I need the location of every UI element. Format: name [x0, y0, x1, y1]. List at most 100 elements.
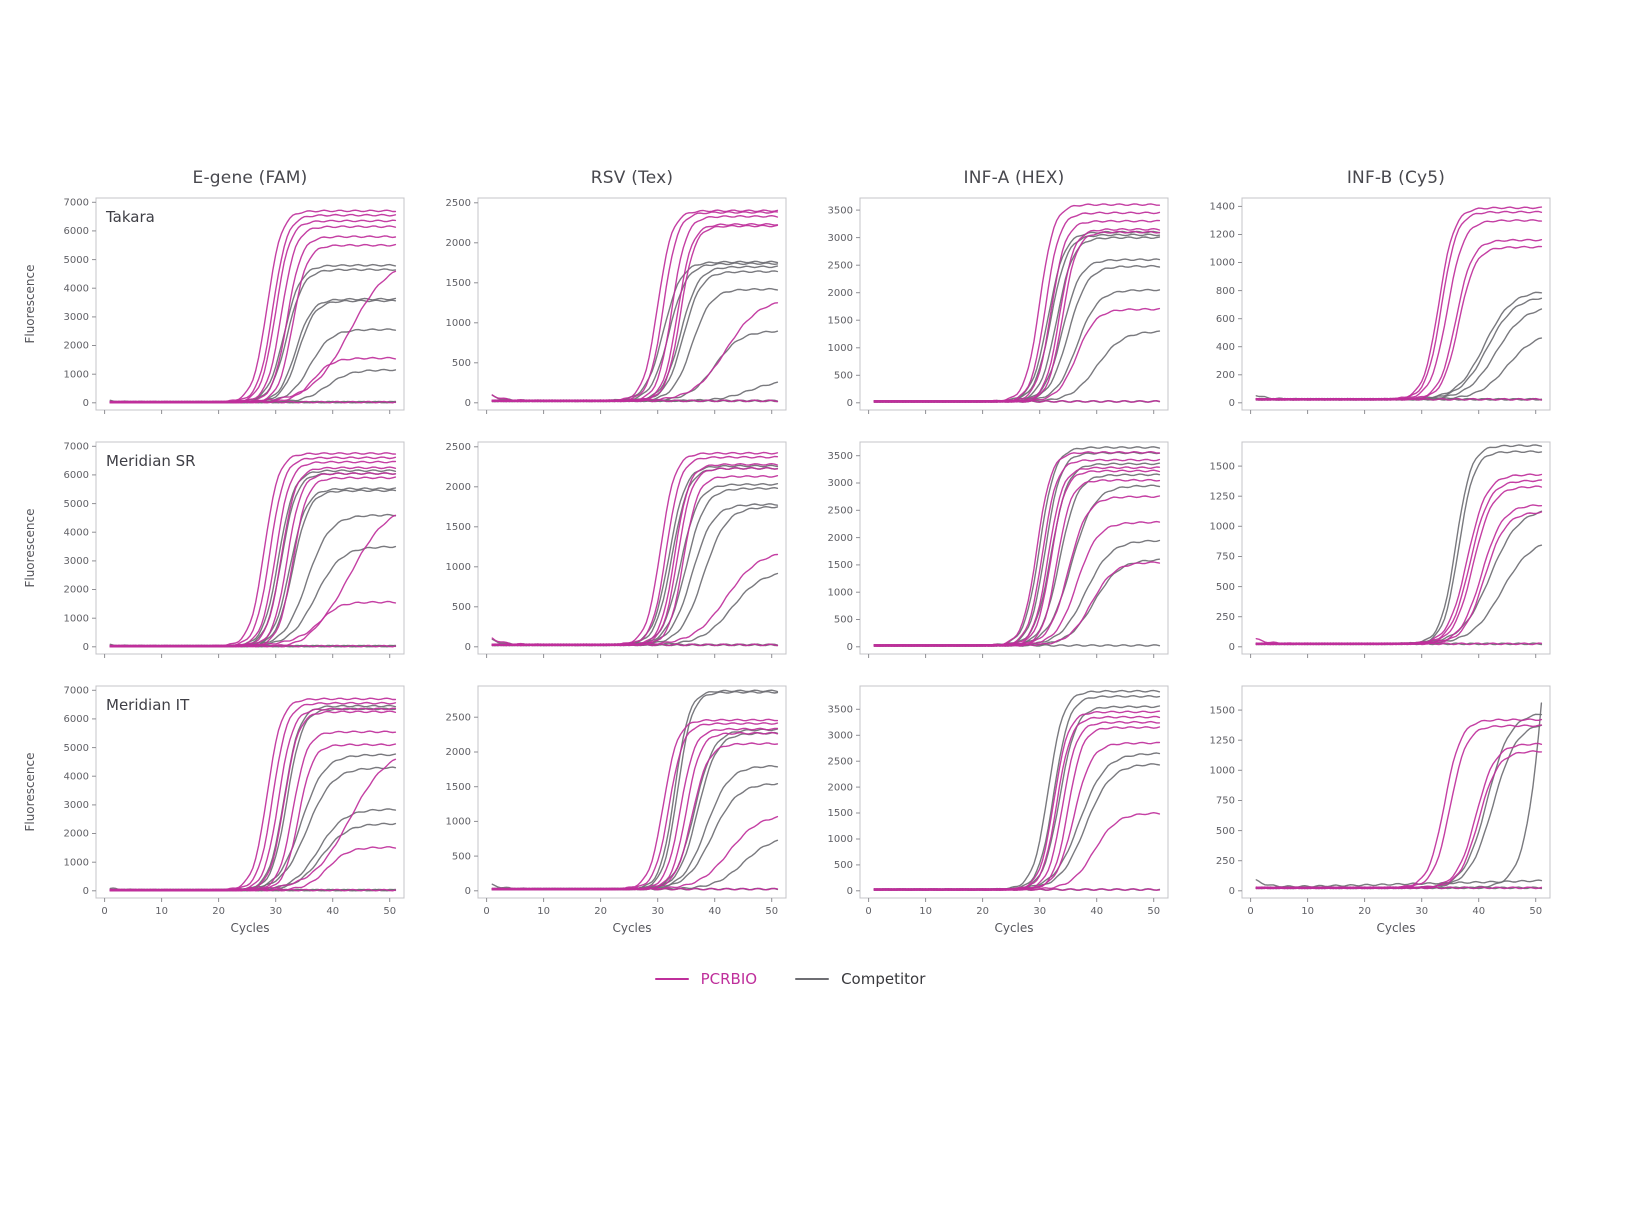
svg-text:200: 200: [1216, 370, 1235, 381]
panel-0-1: 0 500 1000 1500 2000 2500: [446, 197, 787, 414]
svg-text:1500: 1500: [1210, 705, 1235, 716]
svg-text:5000: 5000: [64, 255, 89, 266]
svg-text:3000: 3000: [64, 800, 89, 811]
svg-text:1000: 1000: [1210, 766, 1235, 777]
curve-pcrbio: [491, 394, 779, 403]
svg-text:50: 50: [1147, 906, 1160, 917]
svg-text:2500: 2500: [446, 198, 471, 209]
chart-row-0: 0 1000 2000 3000 4000 5000 6000 7000 Fluorescenc…: [20, 190, 1560, 426]
svg-text:2000: 2000: [828, 782, 853, 793]
panel-cell: 0 500 1000 1500 2000 2500 0 10 20 30 40 50 Cycles: [428, 678, 796, 950]
svg-text:2000: 2000: [446, 238, 471, 249]
panel-0-2: 0 500 1000 1500 2000 2500 3000 3500: [828, 197, 1169, 414]
svg-text:4000: 4000: [64, 771, 89, 782]
svg-text:50: 50: [765, 906, 778, 917]
svg-text:0: 0: [83, 886, 89, 897]
panel-0-0: 0 1000 2000 3000 4000 5000 6000 7000 Fluorescenc…: [23, 197, 405, 414]
column-titles: E-gene (FAM) RSV (Tex) INF-A (HEX) INF-B…: [20, 168, 1560, 188]
svg-text:1500: 1500: [828, 315, 853, 326]
svg-text:3000: 3000: [828, 233, 853, 244]
row-label: Meridian IT: [106, 696, 190, 714]
curve-pcrbio: [109, 400, 397, 404]
figure-content: E-gene (FAM) RSV (Tex) INF-A (HEX) INF-B…: [20, 168, 1560, 988]
curve-pcrbio: [1255, 511, 1543, 646]
svg-text:0: 0: [465, 886, 471, 897]
svg-text:500: 500: [1216, 582, 1235, 593]
svg-text:2000: 2000: [446, 747, 471, 758]
svg-text:3000: 3000: [828, 731, 853, 742]
panel-cell: 0 500 1000 1500 2000 2500: [428, 190, 796, 426]
svg-text:1000: 1000: [828, 343, 853, 354]
curve-pcrbio: [873, 888, 1161, 891]
column-title-egene: E-gene (FAM): [192, 168, 308, 188]
svg-text:500: 500: [452, 358, 471, 369]
x-axis-label: Cycles: [1376, 921, 1415, 935]
svg-text:10: 10: [155, 906, 168, 917]
curve-pcrbio: [1255, 638, 1543, 646]
svg-text:6000: 6000: [64, 470, 89, 481]
svg-text:1250: 1250: [1210, 735, 1235, 746]
svg-text:2500: 2500: [828, 260, 853, 271]
svg-text:0: 0: [465, 398, 471, 409]
svg-text:500: 500: [834, 371, 853, 382]
curve-pcrbio: [873, 812, 1161, 891]
svg-text:250: 250: [1216, 612, 1235, 623]
svg-text:3000: 3000: [64, 312, 89, 323]
svg-text:750: 750: [1216, 552, 1235, 563]
svg-text:2000: 2000: [64, 585, 89, 596]
svg-text:2000: 2000: [64, 341, 89, 352]
svg-text:1000: 1000: [64, 857, 89, 868]
panel-cell: 0 1000 2000 3000 4000 5000 6000 7000 0 10 20 30 40 50…: [20, 678, 414, 950]
chart-row-1: 0 1000 2000 3000 4000 5000 6000 7000 Fluorescenc…: [20, 434, 1560, 670]
curve-pcrbio: [109, 644, 397, 648]
svg-text:7000: 7000: [64, 686, 89, 697]
y-axis-label: Fluorescence: [23, 264, 37, 343]
panel-1-3: 0 250 500 750 1000 1250 1500: [1210, 441, 1551, 658]
svg-text:1500: 1500: [828, 808, 853, 819]
svg-text:1500: 1500: [446, 278, 471, 289]
svg-text:0: 0: [101, 906, 107, 917]
svg-text:250: 250: [1216, 856, 1235, 867]
svg-text:40: 40: [326, 906, 339, 917]
svg-text:2000: 2000: [828, 288, 853, 299]
svg-text:500: 500: [452, 602, 471, 613]
column-title-cell: E-gene (FAM): [20, 168, 414, 188]
legend-item-competitor: Competitor: [795, 970, 925, 988]
svg-text:500: 500: [834, 615, 853, 626]
svg-text:0: 0: [847, 398, 853, 409]
svg-text:0: 0: [83, 642, 89, 653]
y-axis-label: Fluorescence: [23, 508, 37, 587]
svg-text:2500: 2500: [446, 712, 471, 723]
svg-text:5000: 5000: [64, 743, 89, 754]
column-title-rsv: RSV (Tex): [590, 168, 674, 188]
svg-text:1000: 1000: [446, 318, 471, 329]
svg-text:40: 40: [1472, 906, 1485, 917]
panel-1-2: 0 500 1000 1500 2000 2500 3000 3500: [828, 441, 1169, 658]
svg-text:40: 40: [708, 906, 721, 917]
svg-text:0: 0: [83, 398, 89, 409]
panel-2-0: 0 1000 2000 3000 4000 5000 6000 7000 0 10 20 30 40 50…: [23, 685, 405, 935]
svg-text:2500: 2500: [446, 442, 471, 453]
legend: PCRBIO Competitor: [20, 970, 1560, 988]
svg-text:4000: 4000: [64, 283, 89, 294]
row-label: Meridian SR: [106, 452, 196, 470]
svg-text:7000: 7000: [64, 198, 89, 209]
column-title-infa: INF-A (HEX): [963, 168, 1065, 188]
svg-text:20: 20: [212, 906, 225, 917]
svg-text:0: 0: [847, 642, 853, 653]
svg-text:0: 0: [483, 906, 489, 917]
svg-text:50: 50: [1529, 906, 1542, 917]
svg-text:2000: 2000: [64, 829, 89, 840]
svg-text:500: 500: [834, 860, 853, 871]
panel-cell: 0 500 1000 1500 2000 2500 3000 3500: [810, 190, 1178, 426]
panel-cell: 0 200 400 600 800 1000 1200 1400: [1192, 190, 1560, 426]
svg-text:2500: 2500: [828, 756, 853, 767]
legend-item-pcrbio: PCRBIO: [654, 970, 757, 988]
svg-text:3500: 3500: [828, 205, 853, 216]
panel-1-0: 0 1000 2000 3000 4000 5000 6000 7000 Fluorescenc…: [23, 441, 405, 658]
panel-2-3: 0 250 500 750 1000 1250 1500 0 10 20 30 40 50 Cycles: [1210, 685, 1551, 935]
svg-text:30: 30: [1033, 906, 1046, 917]
svg-text:500: 500: [452, 851, 471, 862]
y-axis-label: Fluorescence: [23, 752, 37, 831]
